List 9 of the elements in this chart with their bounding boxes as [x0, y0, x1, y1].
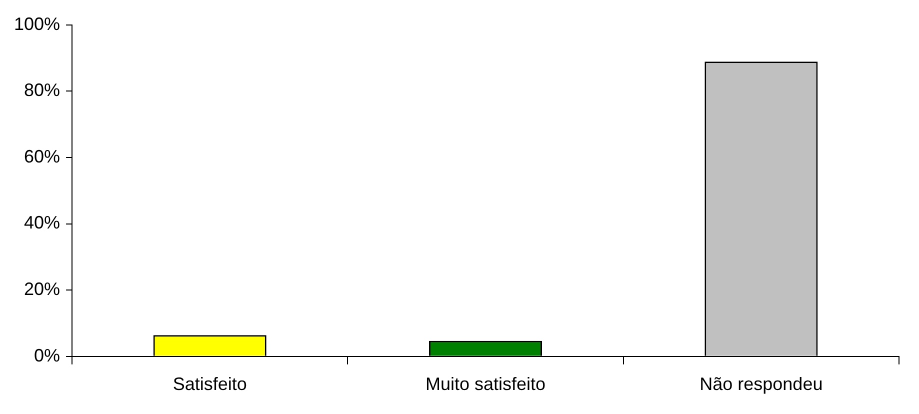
x-tick-label: Muito satisfeito: [425, 374, 546, 394]
y-tick-label: 100%: [14, 14, 60, 34]
y-tick-label: 20%: [24, 279, 60, 300]
y-tick-label: 60%: [24, 146, 60, 166]
x-tick-label: Não respondeu: [700, 374, 823, 394]
y-tick-label: 40%: [24, 212, 60, 233]
x-tick-label: Satisfeito: [172, 374, 247, 394]
y-tick-label: 0%: [34, 345, 60, 366]
y-tick-label: 80%: [24, 80, 60, 100]
